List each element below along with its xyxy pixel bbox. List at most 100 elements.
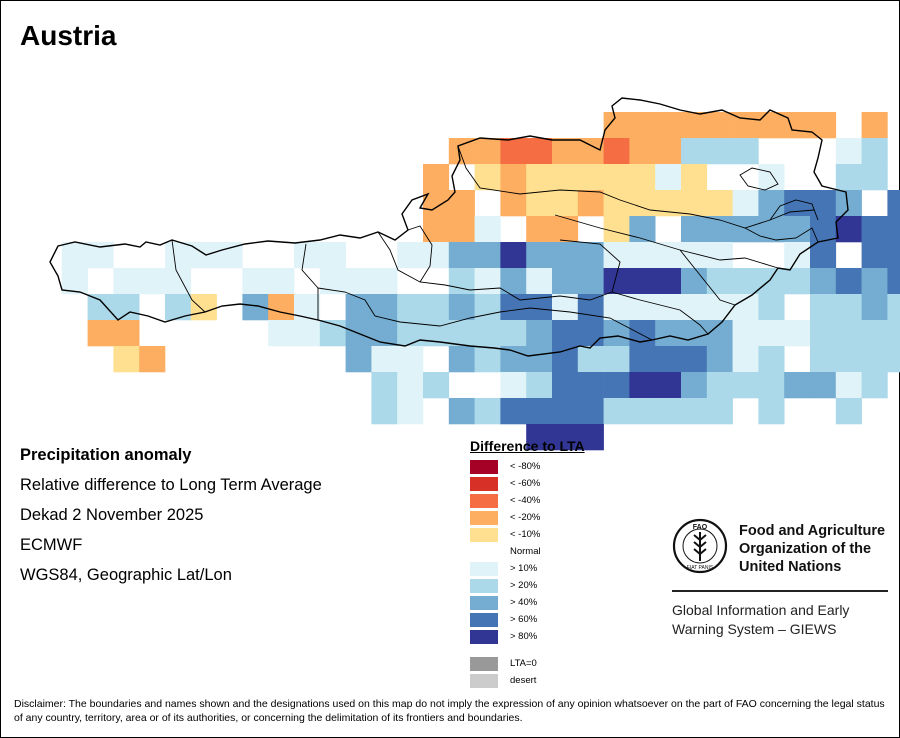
legend-label: LTA=0 — [510, 658, 537, 669]
anomaly-cell — [758, 216, 785, 243]
anomaly-cell — [603, 216, 630, 243]
country-border — [49, 97, 849, 357]
anomaly-cell — [629, 216, 656, 243]
anomaly-cell — [500, 268, 527, 295]
anomaly-cell — [887, 294, 900, 321]
anomaly-cell — [165, 242, 192, 269]
anomaly-cell — [526, 398, 553, 425]
anomaly-cell — [784, 320, 811, 347]
anomaly-cell — [526, 216, 553, 243]
anomaly-cell — [552, 398, 579, 425]
legend-swatch — [470, 511, 498, 525]
anomaly-cell — [577, 190, 604, 217]
anomaly-cell — [500, 164, 527, 191]
anomaly-cell — [758, 372, 785, 399]
anomaly-cell — [397, 242, 424, 269]
anomaly-cell — [603, 398, 630, 425]
anomaly-cell — [526, 242, 553, 269]
anomaly-cell — [371, 372, 398, 399]
anomaly-cell — [552, 216, 579, 243]
anomaly-cell — [423, 216, 450, 243]
legend-swatch — [470, 545, 498, 559]
anomaly-cell — [448, 242, 475, 269]
anomaly-cell — [190, 242, 217, 269]
legend-label: > 10% — [510, 563, 538, 574]
anomaly-cell — [500, 372, 527, 399]
anomaly-grid — [61, 112, 900, 451]
anomaly-cell — [603, 112, 630, 139]
anomaly-cell — [655, 346, 682, 373]
giews-line1: Global Information and Early — [672, 602, 850, 618]
anomaly-cell — [835, 164, 862, 191]
anomaly-cell — [784, 216, 811, 243]
anomaly-cell — [371, 398, 398, 425]
anomaly-cell — [139, 268, 166, 295]
fao-name-line3: United Nations — [739, 559, 842, 575]
anomaly-cell — [526, 424, 553, 451]
anomaly-cell — [113, 294, 140, 321]
anomaly-cell — [552, 320, 579, 347]
legend-swatch — [470, 596, 498, 610]
anomaly-cell — [423, 372, 450, 399]
anomaly-cell — [87, 320, 114, 347]
map-title: Austria — [20, 20, 117, 51]
anomaly-cell — [474, 320, 501, 347]
anomaly-cell — [758, 294, 785, 321]
info-description: Relative difference to Long Term Average — [20, 476, 322, 494]
legend-label: desert — [510, 675, 537, 686]
anomaly-cell — [810, 268, 837, 295]
info-source: ECMWF — [20, 536, 83, 554]
anomaly-cell — [861, 268, 888, 295]
anomaly-cell — [526, 372, 553, 399]
internal-borders — [171, 145, 819, 341]
anomaly-cell — [655, 320, 682, 347]
anomaly-cell — [835, 398, 862, 425]
anomaly-cell — [810, 216, 837, 243]
anomaly-cell — [629, 398, 656, 425]
anomaly-cell — [397, 372, 424, 399]
anomaly-cell — [500, 190, 527, 217]
legend-swatch — [470, 494, 498, 508]
legend-swatch — [470, 630, 498, 644]
anomaly-cell — [190, 294, 217, 321]
anomaly-cell — [61, 242, 88, 269]
anomaly-cell — [706, 294, 733, 321]
anomaly-cell — [397, 398, 424, 425]
anomaly-cell — [474, 268, 501, 295]
anomaly-cell — [732, 138, 759, 165]
anomaly-cell — [835, 372, 862, 399]
anomaly-cell — [861, 216, 888, 243]
anomaly-cell — [552, 242, 579, 269]
anomaly-cell — [577, 372, 604, 399]
anomaly-cell — [861, 320, 888, 347]
anomaly-cell — [732, 320, 759, 347]
legend-swatch — [470, 460, 498, 474]
anomaly-cell — [500, 242, 527, 269]
anomaly-cell — [474, 242, 501, 269]
anomaly-cell — [758, 190, 785, 217]
anomaly-cell — [784, 112, 811, 139]
anomaly-cell — [294, 242, 321, 269]
anomaly-cell — [268, 268, 295, 295]
anomaly-cell — [552, 138, 579, 165]
anomaly-cell — [500, 294, 527, 321]
anomaly-cell — [681, 320, 708, 347]
anomaly-cell — [706, 138, 733, 165]
anomaly-cell — [784, 242, 811, 269]
anomaly-cell — [294, 320, 321, 347]
anomaly-cell — [113, 268, 140, 295]
anomaly-cell — [603, 346, 630, 373]
anomaly-cell — [577, 320, 604, 347]
legend-label: < -80% — [510, 461, 541, 472]
anomaly-cell — [526, 346, 553, 373]
anomaly-cell — [242, 268, 269, 295]
anomaly-cell — [706, 190, 733, 217]
fao-logo: FAO FIAT PANIS — [672, 518, 728, 574]
legend-label: < -40% — [510, 495, 541, 506]
anomaly-cell — [603, 372, 630, 399]
anomaly-cell — [758, 320, 785, 347]
legend-swatch — [470, 562, 498, 576]
anomaly-cell — [706, 268, 733, 295]
anomaly-cell — [681, 242, 708, 269]
anomaly-cell — [681, 138, 708, 165]
